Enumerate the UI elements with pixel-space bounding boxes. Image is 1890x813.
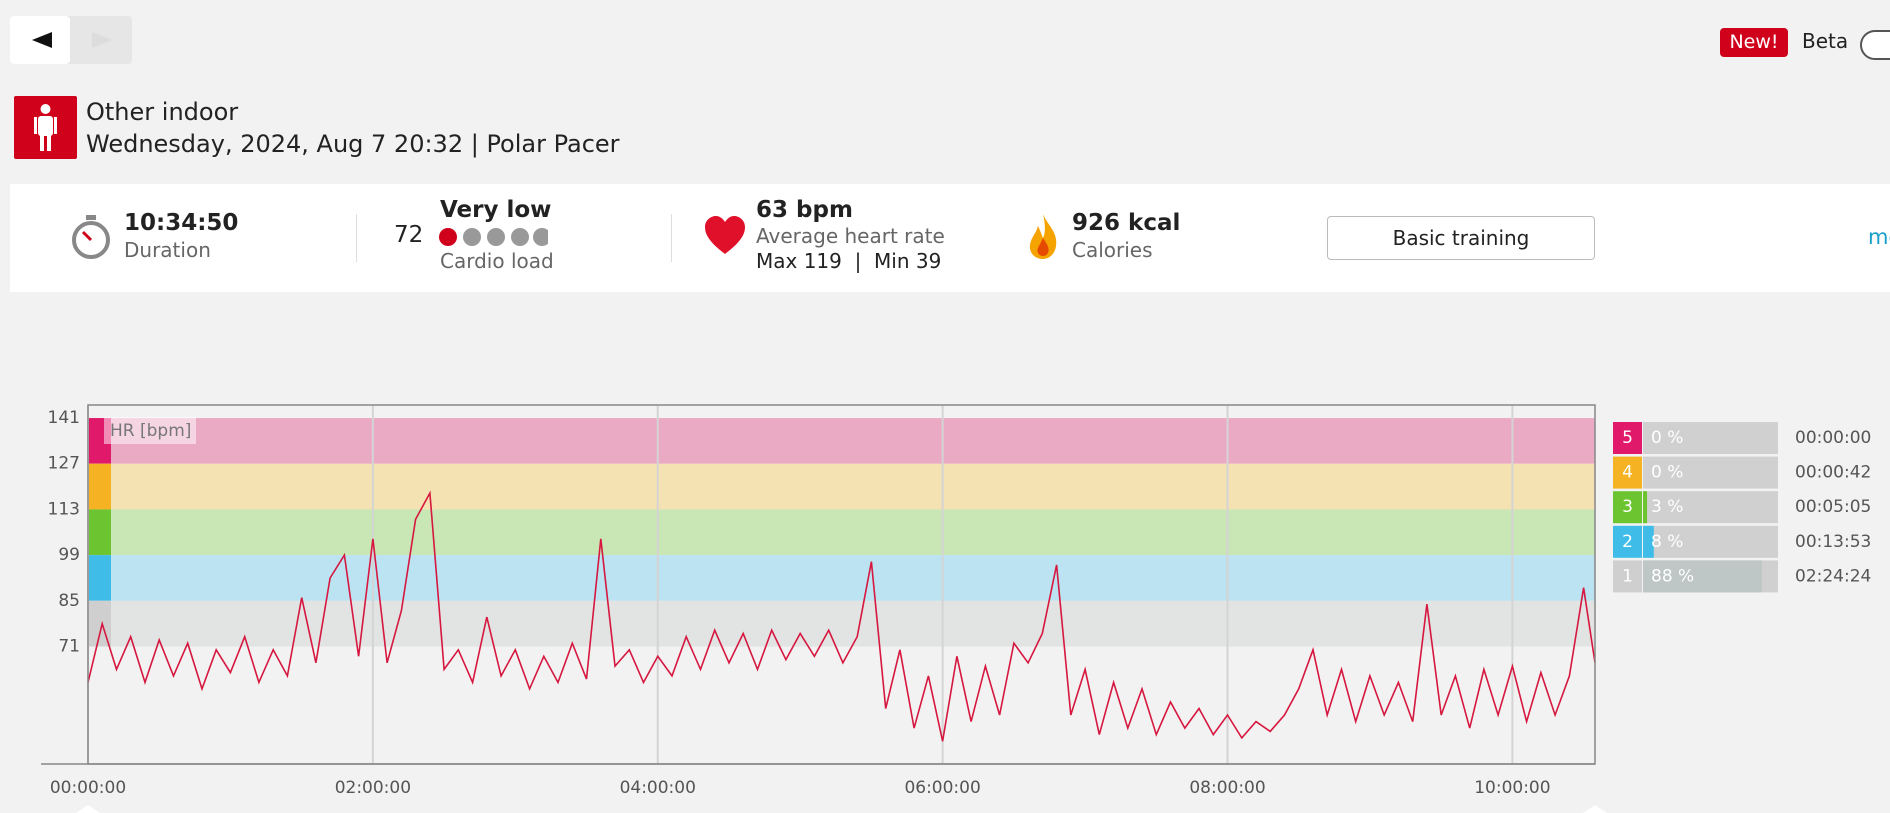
range-handle bbox=[76, 805, 100, 813]
zone-bar-track bbox=[1643, 456, 1778, 489]
zone-percent: 8 % bbox=[1651, 532, 1683, 552]
cardio-level: Very low bbox=[440, 197, 552, 223]
session-info: Wednesday, 2024, Aug 7 20:32 | Polar Pac… bbox=[86, 130, 620, 158]
zone-time: 00:05:05 bbox=[1795, 497, 1871, 517]
cardio-label: Cardio load bbox=[440, 249, 554, 273]
x-tick-label: 02:00:00 bbox=[335, 778, 411, 798]
training-button[interactable]: Basic training bbox=[1327, 216, 1595, 260]
sport-name: Other indoor bbox=[86, 98, 239, 126]
flame-icon bbox=[1029, 214, 1057, 259]
zone-strip bbox=[88, 555, 111, 601]
stopwatch-icon bbox=[72, 215, 110, 259]
calories-label: Calories bbox=[1072, 238, 1153, 262]
zone-bar bbox=[1643, 525, 1654, 558]
next-button[interactable] bbox=[72, 16, 132, 64]
prev-icon bbox=[32, 32, 52, 48]
zone-band bbox=[88, 555, 1595, 601]
x-tick-label: 08:00:00 bbox=[1189, 778, 1265, 798]
summary-bar: 10:34:50 Duration 72 Very low Cardio loa… bbox=[10, 184, 1890, 292]
zone-band bbox=[88, 600, 1595, 647]
zone-time: 00:13:53 bbox=[1795, 532, 1871, 552]
ylabel-box bbox=[104, 417, 196, 444]
cardio-dots bbox=[439, 228, 548, 246]
zone-number: 3 bbox=[1622, 497, 1633, 517]
zone-number-box bbox=[1613, 422, 1642, 454]
zone-bar bbox=[1643, 560, 1762, 593]
zone-bar bbox=[1643, 491, 1648, 524]
y-tick-label: 71 bbox=[58, 637, 80, 657]
zone-percent: 88 % bbox=[1651, 566, 1694, 586]
zone-bar-track bbox=[1643, 525, 1778, 558]
x-tick-label: 04:00:00 bbox=[620, 778, 696, 798]
zone-number-box bbox=[1613, 491, 1642, 524]
zone-number: 5 bbox=[1622, 428, 1633, 448]
avg-hr-label: Average heart rate bbox=[756, 224, 945, 248]
y-axis-label: HR [bpm] bbox=[110, 421, 191, 441]
duration-label: Duration bbox=[124, 238, 211, 262]
y-tick-label: 141 bbox=[48, 408, 80, 428]
zone-bar-track bbox=[1643, 491, 1778, 524]
zone-number-box bbox=[1613, 525, 1642, 558]
nav-buttons bbox=[10, 16, 132, 64]
hr-chart: 71 85 99 113 127 141 00:00:00 02:00:00 04:00:00 0… bbox=[41, 404, 1871, 813]
zone-strip bbox=[88, 509, 111, 556]
beta-toggle[interactable] bbox=[1860, 30, 1890, 60]
y-tick-label: 113 bbox=[48, 499, 80, 519]
zone-number: 1 bbox=[1622, 566, 1633, 586]
x-tick-label: 10:00:00 bbox=[1474, 778, 1550, 798]
zone-band bbox=[88, 463, 1595, 510]
zone-strip bbox=[88, 463, 111, 510]
range-handle bbox=[1583, 805, 1607, 813]
zone-number: 2 bbox=[1622, 532, 1633, 552]
divider bbox=[356, 214, 357, 262]
zone-bar-track bbox=[1643, 422, 1778, 454]
duration-value: 10:34:50 bbox=[124, 210, 239, 236]
zone-percent: 0 % bbox=[1651, 463, 1683, 483]
x-tick-label: 06:00:00 bbox=[904, 778, 980, 798]
prev-button[interactable] bbox=[10, 16, 70, 64]
cardio-value: 72 bbox=[394, 222, 424, 248]
heart-icon bbox=[705, 216, 745, 254]
zone-percent: 3 % bbox=[1651, 497, 1683, 517]
more-link[interactable]: more bbox=[1868, 225, 1890, 249]
calories-value: 926 kcal bbox=[1072, 210, 1181, 236]
avg-hr-value: 63 bpm bbox=[756, 197, 853, 223]
hr-line bbox=[87, 490, 1596, 742]
hr-range: Max 119 | Min 39 bbox=[756, 249, 942, 273]
zone-number: 4 bbox=[1622, 463, 1633, 483]
beta-label: Beta bbox=[1802, 29, 1849, 53]
y-tick-label: 85 bbox=[58, 591, 80, 611]
zone-band bbox=[88, 509, 1595, 556]
y-tick-label: 127 bbox=[48, 454, 80, 474]
y-tick-label: 99 bbox=[58, 545, 80, 565]
sport-icon bbox=[14, 96, 77, 159]
divider bbox=[671, 214, 672, 262]
zone-number-box bbox=[1613, 560, 1642, 593]
zone-time: 00:00:42 bbox=[1795, 463, 1871, 483]
x-tick-label: 00:00:00 bbox=[50, 778, 126, 798]
person-icon bbox=[34, 104, 57, 151]
zone-time: 02:24:24 bbox=[1795, 566, 1871, 586]
zone-band bbox=[88, 418, 1595, 464]
next-icon bbox=[92, 32, 112, 48]
zone-number-box bbox=[1613, 456, 1642, 489]
new-badge: New! bbox=[1720, 28, 1788, 57]
zone-percent: 0 % bbox=[1651, 428, 1683, 448]
zone-time: 00:00:00 bbox=[1795, 428, 1871, 448]
